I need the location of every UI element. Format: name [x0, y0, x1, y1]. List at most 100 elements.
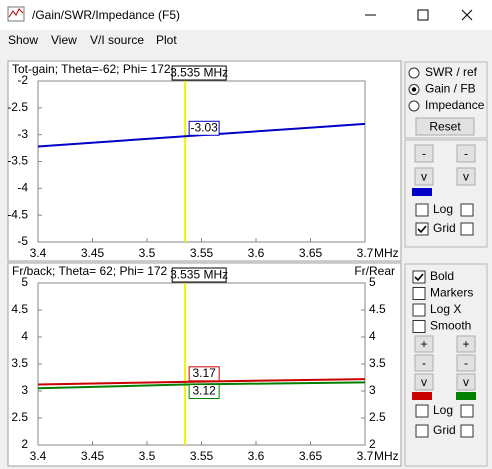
value-label-box — [188, 120, 220, 136]
plot-area — [37, 80, 366, 243]
checkbox-label[interactable]: Smooth — [430, 319, 471, 333]
x-tick-label: 3.55 — [190, 449, 214, 463]
button[interactable] — [414, 373, 434, 391]
menu-item[interactable]: View — [51, 33, 77, 47]
menu-item[interactable]: Show — [8, 33, 38, 47]
y-tick-label: 3 — [21, 383, 28, 397]
button-label[interactable]: - — [464, 147, 468, 161]
plot-area — [37, 282, 366, 446]
button-label[interactable]: - — [422, 356, 426, 370]
button-label[interactable]: v — [421, 170, 427, 184]
x-axis-label: MHz — [374, 449, 399, 463]
y-tick-label: 2.5 — [11, 410, 28, 424]
checkbox[interactable] — [460, 203, 474, 217]
chart-title: Tot-gain; Theta=-62; Phi= 172 — [12, 62, 171, 76]
y2-tick-label: 2.5 — [369, 410, 386, 424]
x-tick-label: 3.45 — [81, 246, 105, 260]
radio-label[interactable]: Impedance — [425, 98, 485, 112]
x-tick-label: 3.6 — [248, 246, 265, 260]
series-line — [37, 381, 366, 390]
button[interactable] — [456, 144, 476, 163]
y2-tick-label: 3.5 — [369, 356, 386, 370]
button[interactable] — [456, 354, 476, 372]
y-tick-label: -5 — [17, 234, 28, 248]
y-tick-label: -2.5 — [7, 100, 28, 114]
y-tick-label: 2 — [21, 437, 28, 451]
button[interactable] — [456, 167, 476, 186]
button-label[interactable]: v — [421, 375, 427, 389]
y-tick-label: -4 — [17, 181, 28, 195]
button-label[interactable]: Reset — [429, 120, 461, 134]
y-tick-label: -2 — [17, 73, 28, 87]
x-tick-label: 3.6 — [248, 449, 265, 463]
button[interactable] — [456, 335, 476, 353]
radio[interactable] — [408, 67, 420, 79]
series-line — [37, 378, 366, 386]
checkbox-label[interactable]: Grid — [433, 423, 456, 437]
x-tick-label: 3.55 — [190, 246, 214, 260]
radio-dot — [411, 87, 417, 92]
radio[interactable] — [408, 100, 420, 112]
checkbox-label[interactable]: Grid — [433, 221, 456, 235]
checkbox[interactable] — [460, 404, 474, 418]
checkbox-label[interactable]: Log — [433, 403, 453, 417]
radio-label[interactable]: SWR / ref — [425, 65, 478, 79]
y2-axis-label: Fr/Rear — [354, 264, 395, 278]
value-label: 3.17 — [192, 366, 216, 380]
button[interactable] — [414, 335, 434, 353]
checkbox[interactable] — [415, 404, 429, 418]
checkbox[interactable] — [412, 287, 426, 300]
checkbox[interactable] — [415, 203, 429, 217]
checkbox[interactable] — [460, 222, 474, 236]
chart-title: Fr/back; Theta= 62; Phi= 172 — [12, 264, 168, 278]
y-tick-label: -3.5 — [7, 154, 28, 168]
button-label[interactable]: v — [463, 170, 469, 184]
button-label[interactable]: - — [422, 147, 426, 161]
checkbox-label[interactable]: Log — [433, 202, 453, 216]
y2-tick-label: 2 — [369, 437, 376, 451]
x-tick-label: 3.4 — [30, 246, 47, 260]
maximize-button[interactable] — [417, 9, 429, 21]
checkbox[interactable] — [412, 320, 426, 333]
x-tick-label: 3.65 — [299, 246, 323, 260]
x-tick-label: 3.65 — [299, 449, 323, 463]
button-label[interactable]: - — [464, 356, 468, 370]
button-label[interactable]: v — [463, 375, 469, 389]
cursor-label-box — [171, 267, 227, 283]
cursor-label: 3.535 MHz — [170, 268, 228, 282]
checkbox[interactable] — [412, 303, 426, 317]
radio-label[interactable]: Gain / FB — [425, 82, 476, 96]
button[interactable] — [414, 144, 434, 163]
menu-item[interactable]: V/I source — [90, 33, 144, 47]
y-tick-label: 4.5 — [11, 302, 28, 316]
close-button[interactable] — [461, 9, 473, 21]
value-label-box — [188, 366, 220, 382]
x-tick-label: 3.5 — [139, 246, 156, 260]
checkbox[interactable] — [460, 424, 474, 438]
value-label-box — [188, 384, 220, 400]
button-label[interactable]: + — [420, 337, 427, 351]
y2-tick-label: 5 — [369, 275, 376, 289]
x-tick-label: 3.7 — [357, 246, 374, 260]
charts: Tot-gain; Theta=-62; Phi= 172-2 -2.5 -3 -3.… — [7, 60, 402, 467]
checkbox-label[interactable]: Bold — [430, 269, 454, 283]
button[interactable] — [414, 354, 434, 372]
checkbox-label[interactable]: Log X — [430, 302, 461, 316]
button-label[interactable]: + — [462, 337, 469, 351]
x-tick-label: 3.45 — [81, 449, 105, 463]
button[interactable] — [456, 373, 476, 391]
checkbox[interactable] — [415, 424, 429, 438]
checkbox-label[interactable]: Markers — [430, 286, 473, 300]
button[interactable] — [414, 167, 434, 186]
checkbox[interactable] — [415, 222, 429, 236]
y-tick-label: -4.5 — [7, 207, 28, 221]
menu-item[interactable]: Plot — [156, 33, 177, 47]
y-tick-label: -3 — [17, 127, 28, 141]
button[interactable] — [415, 117, 475, 136]
y2-tick-label: 4.5 — [369, 302, 386, 316]
window-title: /Gain/SWR/Impedance (F5) — [32, 8, 180, 22]
checkbox[interactable] — [412, 270, 426, 284]
color-swatch — [456, 392, 476, 400]
